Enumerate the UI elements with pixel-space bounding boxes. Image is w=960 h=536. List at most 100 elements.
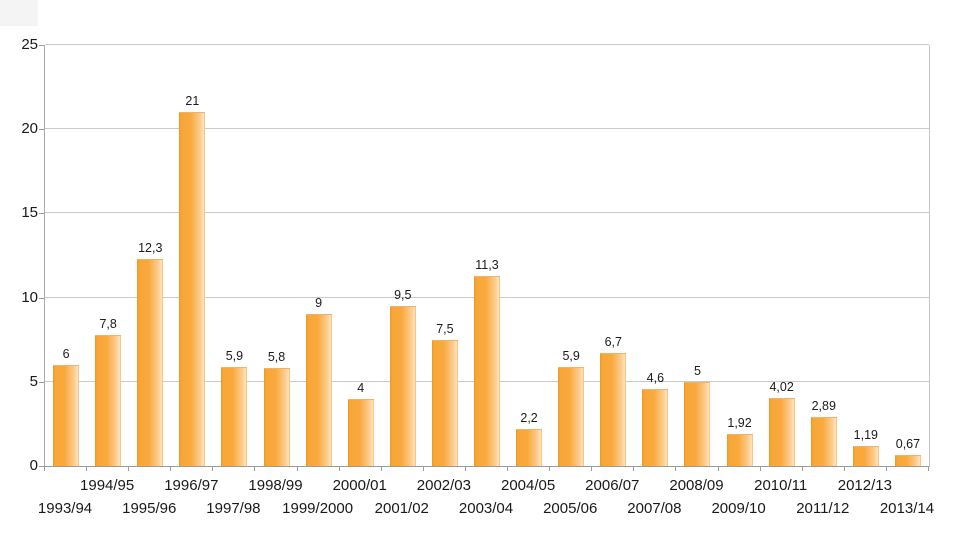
x-tick-label: 2006/07 [585,477,640,494]
bar [642,388,669,466]
bar-slot-2002/03: 7,5 [424,45,466,466]
bar [137,258,164,466]
bar-value-label: 5,9 [562,348,580,363]
bar-slot-2011/12: 2,89 [803,45,845,466]
bar-value-label: 5,8 [267,350,286,365]
x-tick-mark [86,466,88,471]
bar-slot-2008/09: 5 [676,45,718,466]
x-tick-mark [128,466,130,471]
y-tick-label: 20 [21,120,38,138]
bar-value-label: 2,2 [520,410,538,425]
bar-value-label: 5 [693,363,701,378]
gridline-20 [45,128,929,130]
bar [684,381,711,466]
x-tick-mark [801,466,803,471]
bar [179,112,206,466]
bars-container: 6 7,8 12,3 21 5,9 5,8 9 4 9,5 7,5 11,3 2,2 5,9 6,7 4,6… [45,45,929,466]
x-tick-label: 1999/2000 [282,500,354,517]
bar-value-label: 21 [185,94,200,109]
bar-slot-2012/13: 1,19 [845,45,887,466]
x-tick-mark [885,466,887,471]
bar-value-label: 7,8 [99,316,117,331]
bar [221,366,248,466]
bar-value-label: 11,3 [475,257,499,272]
bar-value-label: 6,7 [604,335,622,350]
bar-slot-1994/95: 7,8 [87,45,129,466]
y-tick-mark [39,213,44,215]
y-tick-mark [39,297,44,299]
y-tick-mark [39,381,44,383]
bar-slot-1997/98: 5,9 [213,45,255,466]
bar [768,398,795,466]
bar [389,306,416,466]
bar [473,275,500,466]
y-tick-label: 5 [29,372,38,390]
y-tick-mark [39,45,44,46]
x-tick-mark [254,466,256,471]
bar [852,445,879,466]
corner-smudge [0,0,38,26]
x-tick-label: 2008/09 [669,477,724,494]
x-tick-label: 1995/96 [122,500,177,517]
y-tick-label: 0 [29,457,38,474]
x-tick-mark [422,466,424,471]
bar [894,454,921,466]
bar-value-label: 1,19 [853,427,878,442]
plot-area: 6 7,8 12,3 21 5,9 5,8 9 4 9,5 7,5 11,3 2,2 5,9 6,7 4,6… [44,44,930,467]
bar-slot-2003/04: 11,3 [466,45,508,466]
x-tick-mark [170,466,172,471]
x-tick-label: 2001/02 [374,500,429,517]
y-tick-label: 10 [21,288,38,306]
bar-slot-1998/99: 5,8 [255,45,297,466]
bar-value-label: 5,9 [225,348,244,363]
bar-slot-2013/14: 0,67 [887,45,929,466]
bar-value-label: 1,92 [727,415,752,430]
bar [558,366,585,466]
gridline-25 [45,44,929,45]
bar-value-label: 2,89 [811,399,836,414]
bar-slot-2000/01: 4 [340,45,382,466]
bar-slot-1996/97: 21 [171,45,213,466]
bar-value-label: 4,6 [646,370,665,385]
x-tick-label: 1994/95 [80,477,135,494]
bar-slot-2010/11: 4,02 [761,45,803,466]
bar-slot-2005/06: 5,9 [550,45,592,466]
x-tick-label: 1998/99 [248,477,303,494]
x-tick-mark [464,466,466,471]
bar-value-label: 4 [357,380,365,395]
x-tick-label: 2012/13 [837,477,892,494]
x-tick-mark [380,466,382,471]
bar-value-label: 7,5 [436,321,454,336]
bar-slot-2006/07: 6,7 [592,45,634,466]
bar [600,353,627,466]
y-tick-mark [39,466,44,467]
x-tick-mark [338,466,340,471]
bar-value-label: 9,5 [394,288,412,303]
bar [810,417,837,466]
x-tick-mark [843,466,845,471]
bar-value-label: 0,67 [895,436,921,451]
bar-slot-1993/94: 6 [45,45,87,466]
x-tick-label: 2011/12 [796,500,850,517]
bar-value-label: 9 [315,296,323,311]
x-tick-label: 2013/14 [879,500,935,517]
x-tick-label: 2009/10 [711,500,766,517]
y-tick-label: 15 [21,204,38,222]
x-tick-mark [928,466,929,471]
x-tick-mark [633,466,635,471]
x-tick-mark [212,466,214,471]
x-tick-mark [759,466,761,471]
bar-slot-2007/08: 4,6 [634,45,676,466]
x-tick-mark [675,466,677,471]
bar-value-label: 6 [62,346,70,361]
bar [95,334,122,466]
x-tick-label: 2002/03 [416,477,472,494]
x-tick-label: 2003/04 [458,500,514,517]
bar [431,339,458,466]
bar-slot-2001/02: 9,5 [382,45,424,466]
bar [347,398,374,466]
x-tick-label: 2005/06 [543,500,598,517]
x-tick-label: 1993/94 [37,500,93,517]
bar-value-label: 12,3 [138,240,163,255]
